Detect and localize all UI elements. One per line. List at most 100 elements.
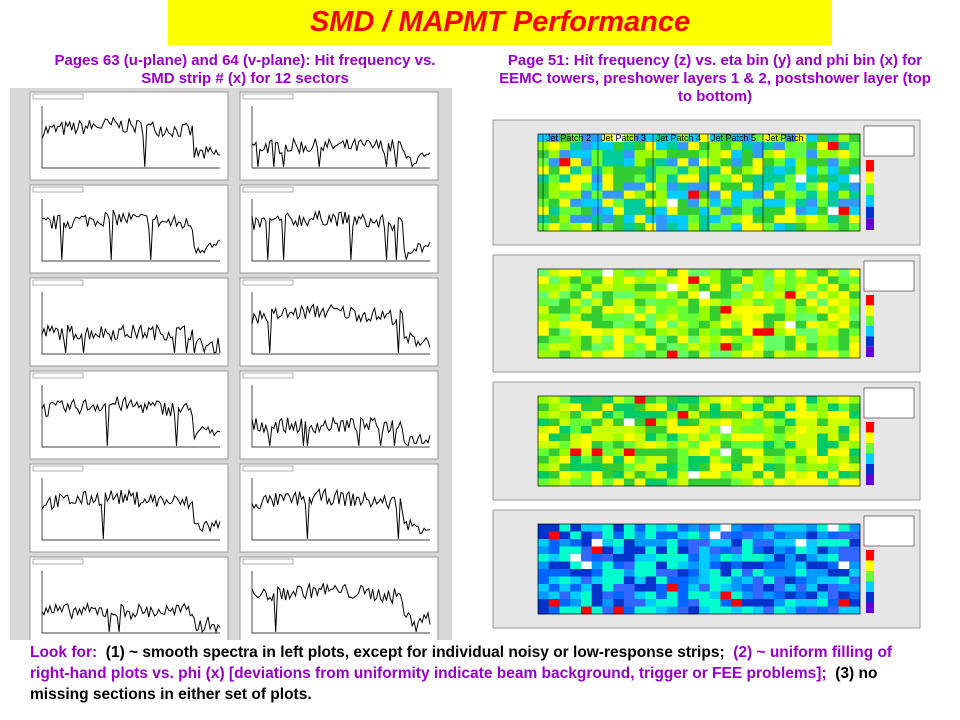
heatmap-cell [741, 142, 753, 151]
heatmap-cell [570, 134, 582, 143]
heatmap-cell [634, 441, 646, 449]
heatmap-cell [613, 182, 625, 191]
heatmap-cell [752, 576, 764, 585]
heatmap-cell [849, 554, 861, 562]
heatmap-cell [699, 591, 711, 600]
heatmap-cell [741, 411, 753, 419]
heatmap-cell [538, 524, 550, 532]
heatmap-cell [548, 584, 560, 592]
heatmap-cell [731, 524, 743, 532]
heatmap-cell [817, 166, 829, 175]
heatmap-cell [656, 561, 668, 570]
heatmap-cell [849, 198, 861, 208]
heatmap-cell [538, 298, 550, 307]
heatmap-cell [806, 554, 818, 562]
heatmap-cell [559, 463, 571, 472]
heatmap-cell [774, 190, 786, 199]
heatmap-cell [849, 158, 861, 167]
heatmap-cell [774, 198, 786, 208]
heatmap-cell [580, 539, 592, 547]
heatmap-cell [688, 403, 700, 412]
heatmap-cell [763, 166, 775, 175]
heatmap-cell [709, 320, 721, 329]
heatmap-cell [538, 471, 550, 479]
heatmap-cell [784, 283, 796, 292]
heatmap-cell [806, 166, 818, 175]
heatmap-cell [677, 456, 689, 464]
heatmap-cell [645, 142, 657, 151]
heatmap-cell [656, 343, 668, 351]
heatmap-cell [666, 554, 678, 562]
heatmap-cell [741, 569, 753, 577]
heatmap-cell [849, 335, 861, 344]
heatmap-cell [827, 396, 839, 404]
heatmap-cell [699, 561, 711, 570]
heatmap-cell [774, 313, 786, 322]
heatmap-cell [795, 591, 807, 600]
heatmap-cell [656, 198, 668, 208]
heatmap-cell [538, 576, 550, 585]
heatmap-cell [591, 150, 603, 159]
plot-title-box [242, 558, 294, 565]
heatmap-cell [795, 350, 807, 359]
heatmap-cell [806, 206, 818, 216]
heatmap-cell [666, 418, 678, 427]
heatmap-cell [741, 190, 753, 199]
heatmap-cell [849, 142, 861, 151]
heatmap-cell [806, 531, 818, 540]
heatmap-cell [677, 478, 689, 487]
heatmap-cell [838, 313, 850, 322]
jet-patch-label: Jet Patch [766, 133, 804, 143]
heatmap-cell [763, 291, 775, 299]
heatmap-cell [731, 306, 743, 314]
heatmap-cell [731, 269, 743, 277]
slide-title: SMD / MAPMT Performance [168, 0, 832, 45]
heatmap-cell [570, 306, 582, 314]
heatmap-cell [591, 531, 603, 540]
heatmap-cell [591, 182, 603, 191]
heatmap-cell [688, 158, 700, 167]
heatmap-cell [548, 433, 560, 442]
heatmap-cell [559, 166, 571, 175]
heatmap-cell [763, 554, 775, 562]
heatmap-cell [838, 142, 850, 151]
heatmap-cell [656, 276, 668, 285]
heatmap-cell [623, 478, 635, 487]
heatmap-cell [677, 576, 689, 585]
heatmap-cell [752, 433, 764, 442]
heatmap-cell [806, 448, 818, 457]
heatmap-cell [634, 214, 646, 224]
heatmap-cell [827, 283, 839, 292]
heatmap-cell [784, 433, 796, 442]
heatmap-cell [720, 283, 732, 292]
heatmap-cell [580, 569, 592, 577]
heatmap-cell [817, 291, 829, 299]
heatmap-cell [613, 426, 625, 434]
heatmap-cell [817, 150, 829, 159]
heatmap-cell [602, 433, 614, 442]
heatmap-cell [784, 328, 796, 337]
heatmap-cell [731, 478, 743, 487]
heatmap-cell [559, 599, 571, 607]
heatmap-cell [752, 335, 764, 344]
heatmap-cell [613, 269, 625, 277]
plots: Jet Patch 2 Jet Patch 3 Jet Patch 4 Jet Pat… [10, 88, 921, 640]
heatmap-cell [580, 222, 592, 232]
heatmap-cell [677, 166, 689, 175]
heatmap-cell [602, 269, 614, 277]
heatmap-cell [602, 190, 614, 199]
heatmap-cell [656, 298, 668, 307]
heatmap-cell [634, 298, 646, 307]
heatmap-cell [623, 335, 635, 344]
heatmap-cell [538, 554, 550, 562]
heatmap-cell [538, 166, 550, 175]
heatmap-cell [548, 276, 560, 285]
heatmap-cell [677, 606, 689, 615]
heatmap-cell [623, 441, 635, 449]
heatmap-cell [784, 320, 796, 329]
heatmap-cell [849, 206, 861, 216]
heatmap-cell [538, 584, 550, 592]
heatmap-cell [763, 606, 775, 615]
heatmap-cell [827, 313, 839, 322]
heatmap-cell [741, 606, 753, 615]
